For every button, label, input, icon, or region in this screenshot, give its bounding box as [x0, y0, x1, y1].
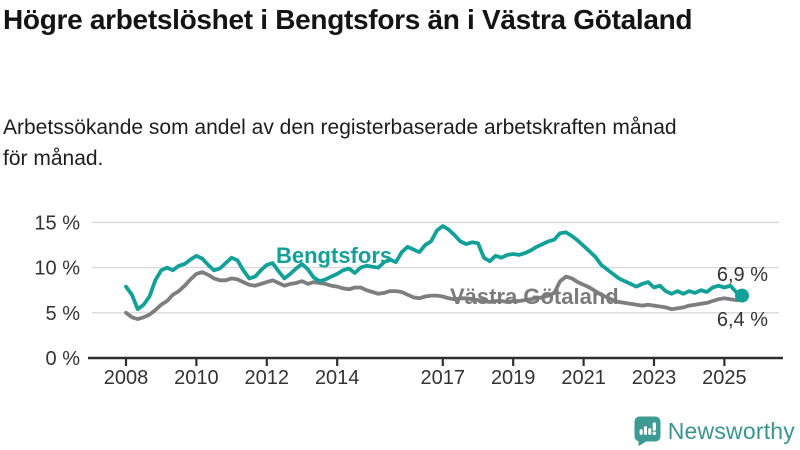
series-line-1	[124, 270, 744, 321]
end-value-bengtsfors: 6,9 %	[716, 264, 768, 286]
end-point-dot	[735, 288, 749, 303]
y-axis-label: 5 %	[46, 303, 81, 325]
y-axis-label: 15 %	[34, 212, 80, 234]
bar-chart-speech-bubble-icon	[634, 416, 661, 446]
x-axis-label: 2012	[245, 367, 290, 389]
chart-subtitle: Arbetssökande som andel av den registerb…	[3, 116, 677, 170]
x-axis-label: 2010	[174, 367, 219, 389]
x-axis-label: 2014	[315, 367, 360, 389]
page-title: Högre arbetslöshet i Bengtsfors än i Väs…	[3, 4, 693, 35]
series-line-0	[124, 224, 744, 312]
x-axis-label: 2017	[421, 367, 466, 389]
newsworthy-wordmark: Newsworthy	[667, 417, 795, 444]
series-label-vastra-gotaland: Västra Götaland	[450, 284, 619, 309]
line-chart: 0 % 5 % 10 % 15 % 2008 2010 2012 2014 2017 2019 20…	[0, 195, 800, 400]
end-value-vastra-gotaland: 6,4 %	[716, 309, 768, 331]
x-axis-label: 2021	[561, 367, 606, 389]
y-axis-label: 10 %	[34, 258, 80, 280]
series-label-bengtsfors: Bengtsfors	[276, 243, 393, 268]
x-axis-label: 2025	[702, 367, 747, 389]
x-axis-label: 2019	[491, 367, 536, 389]
y-axis-label: 0 %	[46, 348, 81, 370]
chart-canvas: 0 % 5 % 10 % 15 % 2008 2010 2012 2014 2017 2019 20…	[34, 212, 783, 389]
x-axis-label: 2008	[104, 367, 149, 389]
newsworthy-logo: Newsworthy	[634, 416, 795, 446]
x-axis-label: 2023	[632, 367, 677, 389]
